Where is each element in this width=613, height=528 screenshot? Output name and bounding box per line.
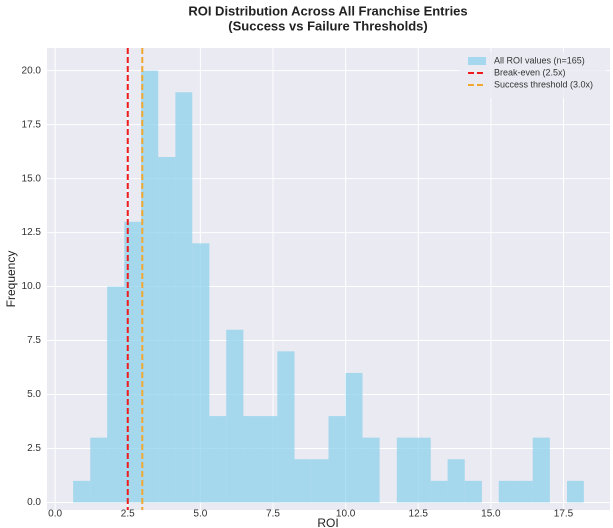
x-tick-label: 2.5 [121, 509, 135, 520]
y-tick-label: 17.5 [22, 119, 42, 130]
histogram-bar [175, 92, 193, 503]
histogram-bar [107, 286, 125, 503]
histogram-bar [413, 437, 431, 503]
histogram-bar [396, 437, 414, 503]
histogram-bar [260, 416, 278, 503]
y-tick-label: 15.0 [22, 173, 42, 184]
x-tick-label: 10.0 [336, 509, 356, 520]
histogram-bar [464, 480, 482, 503]
histogram-bar [532, 437, 550, 503]
histogram-bar [498, 480, 516, 503]
histogram-bar [311, 459, 329, 503]
histogram-bar [515, 480, 533, 503]
x-tick-label: 0.0 [48, 509, 62, 520]
histogram-bar [345, 372, 363, 503]
y-tick-label: 20.0 [22, 65, 42, 76]
histogram-bar [294, 459, 312, 503]
legend-label: All ROI values (n=165) [494, 55, 585, 65]
y-tick-label: 7.5 [27, 335, 41, 346]
histogram-bar [430, 480, 448, 503]
histogram-bar [158, 157, 176, 503]
y-axis-label: Frequency [4, 251, 18, 308]
histogram-bar [362, 437, 380, 503]
y-tick-label: 10.0 [22, 281, 42, 292]
legend-label: Success threshold (3.0x) [494, 79, 593, 89]
histogram-bar [141, 70, 159, 503]
histogram-bar [243, 416, 261, 503]
histogram-bar [90, 437, 108, 503]
histogram-bar [328, 416, 346, 503]
histogram-bar [567, 480, 584, 503]
histogram-bar [226, 329, 244, 503]
legend-box [460, 52, 606, 98]
histogram-bar [124, 221, 142, 503]
histogram-bar [209, 416, 227, 503]
x-tick-label: 17.5 [554, 509, 574, 520]
x-tick-label: 5.0 [193, 509, 207, 520]
x-tick-label: 12.5 [409, 509, 429, 520]
legend-swatch [468, 57, 486, 65]
y-tick-label: 0.0 [27, 497, 41, 508]
histogram-bar [447, 459, 465, 503]
chart-title: ROI Distribution Across All Franchise En… [188, 3, 467, 18]
y-tick-label: 12.5 [22, 227, 42, 238]
x-tick-label: 7.5 [266, 509, 280, 520]
legend-label: Break-even (2.5x) [494, 67, 566, 77]
histogram-bar [192, 243, 210, 503]
histogram-bar [73, 480, 91, 503]
y-tick-label: 5.0 [27, 389, 41, 400]
x-axis-label: ROI [317, 516, 338, 528]
histogram-bar [277, 351, 295, 503]
chart-subtitle: (Success vs Failure Thresholds) [228, 18, 427, 33]
y-tick-label: 2.5 [27, 443, 41, 454]
x-tick-label: 15.0 [481, 509, 501, 520]
